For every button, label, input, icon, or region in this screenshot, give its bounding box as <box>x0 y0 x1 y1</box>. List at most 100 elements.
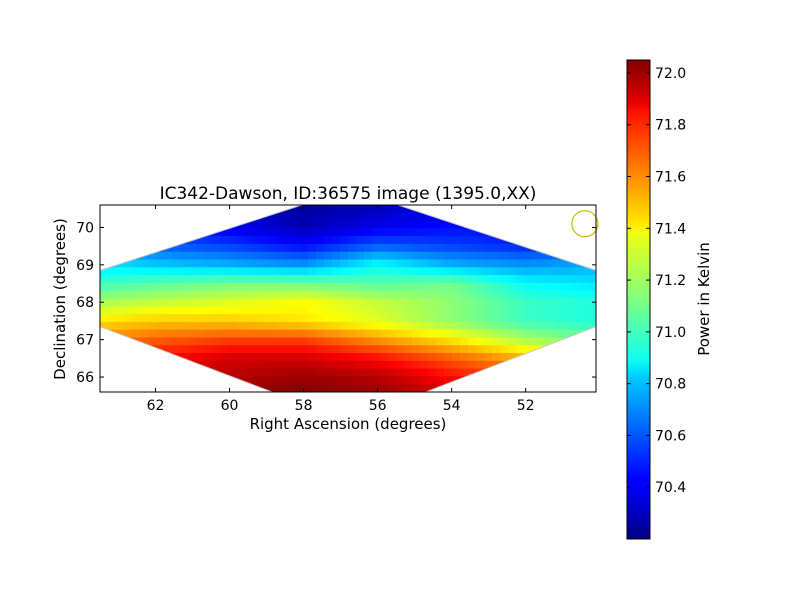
heatmap-cell <box>428 368 437 378</box>
heatmap-cell <box>356 306 365 315</box>
heatmap-cell <box>444 314 453 323</box>
heatmap-cell <box>492 251 501 261</box>
heatmap-cell <box>276 345 285 354</box>
heatmap-cell <box>324 306 333 315</box>
heatmap-cell <box>364 275 373 284</box>
heatmap-cell <box>324 368 333 378</box>
heatmap-cell <box>204 337 213 346</box>
heatmap-cell <box>564 306 573 315</box>
heatmap-cell <box>212 321 221 331</box>
heatmap-cell <box>244 360 253 370</box>
heatmap-cell <box>508 298 517 307</box>
heatmap-cell <box>300 251 309 261</box>
colorbar-tick-label: 72.0 <box>655 66 686 82</box>
heatmap-cell <box>500 259 509 268</box>
heatmap-cell <box>324 329 333 339</box>
heatmap-cell <box>300 329 309 339</box>
heatmap-cell <box>332 205 341 214</box>
heatmap-cell <box>532 275 541 284</box>
heatmap-cell <box>436 321 445 331</box>
heatmap-cell <box>260 329 269 339</box>
heatmap-cell <box>404 259 413 268</box>
heatmap-cell <box>348 275 357 284</box>
y-tick-label: 68 <box>76 295 94 311</box>
heatmap-cell <box>580 275 589 284</box>
heatmap-cell <box>308 329 317 339</box>
heatmap-cell <box>212 345 221 354</box>
heatmap-cell <box>468 329 477 339</box>
heatmap-cell <box>244 353 253 362</box>
heatmap-cell <box>428 220 437 229</box>
heatmap-cell <box>268 228 277 237</box>
heatmap-cell <box>308 236 317 245</box>
heatmap-cell <box>300 259 309 268</box>
heatmap-cell <box>236 228 245 237</box>
heatmap-cell <box>556 298 565 307</box>
heatmap-cell <box>428 345 437 354</box>
heatmap-cell <box>140 267 149 276</box>
heatmap-cell <box>492 236 501 245</box>
heatmap-cell <box>396 384 405 392</box>
heatmap-cell <box>188 314 197 323</box>
heatmap-cell <box>412 267 421 276</box>
plot-frame <box>99 204 597 393</box>
heatmap-cell <box>284 345 293 354</box>
heatmap-cell <box>244 259 253 268</box>
heatmap-cell <box>476 337 485 346</box>
heatmap-cell <box>268 259 277 268</box>
heatmap-cell <box>500 290 509 300</box>
heatmap-cell <box>412 259 421 268</box>
heatmap-cell <box>556 321 565 331</box>
heatmap-cell <box>132 290 141 300</box>
heatmap-cell <box>204 259 213 268</box>
heatmap-cell <box>460 290 469 300</box>
heatmap-cell <box>364 360 373 370</box>
heatmap-cell <box>348 212 357 222</box>
heatmap-cell <box>276 329 285 339</box>
heatmap-cell <box>260 298 269 307</box>
heatmap-cell <box>492 298 501 307</box>
heatmap-cell <box>156 282 165 292</box>
heatmap-cell <box>452 228 461 237</box>
heatmap-cell <box>372 290 381 300</box>
heatmap-cell <box>228 236 237 245</box>
heatmap-cell <box>156 321 165 331</box>
heatmap-cell <box>220 368 229 378</box>
heatmap-cell <box>252 360 261 370</box>
heatmap-cell <box>244 337 253 346</box>
heatmap-cell <box>228 360 237 370</box>
heatmap-cell <box>332 360 341 370</box>
heatmap-cell <box>364 337 373 346</box>
heatmap-cell <box>308 275 317 284</box>
heatmap-cell <box>276 360 285 370</box>
heatmap-cell <box>180 251 189 261</box>
heatmap-cell <box>420 360 429 370</box>
heatmap-cell <box>428 384 437 392</box>
heatmap-cell <box>204 321 213 331</box>
heatmap-cell <box>380 267 389 276</box>
heatmap-cell <box>252 337 261 346</box>
heatmap-cell <box>316 321 325 331</box>
heatmap-cell <box>244 228 253 237</box>
heatmap-cell <box>372 205 381 214</box>
heatmap-cell <box>212 298 221 307</box>
heatmap-cell <box>380 345 389 354</box>
heatmap-cell <box>204 267 213 276</box>
heatmap-cell <box>452 236 461 245</box>
heatmap-cell <box>476 251 485 261</box>
heatmap-cell <box>340 228 349 237</box>
plot-area: 62 60 58 56 54 52 66 67 68 69 70 <box>76 204 599 414</box>
heatmap-cell <box>228 275 237 284</box>
heatmap-cell <box>452 243 461 253</box>
heatmap-cell <box>196 306 205 315</box>
heatmap-cell <box>212 251 221 261</box>
heatmap-cell <box>196 321 205 331</box>
heatmap-cell <box>220 360 229 370</box>
heatmap-cell <box>292 259 301 268</box>
heatmap-cell <box>540 306 549 315</box>
heatmap-cell <box>332 251 341 261</box>
heatmap-cell <box>356 212 365 222</box>
heatmap-cell <box>180 345 189 354</box>
heatmap-cell <box>412 353 421 362</box>
heatmap-cell <box>540 314 549 323</box>
